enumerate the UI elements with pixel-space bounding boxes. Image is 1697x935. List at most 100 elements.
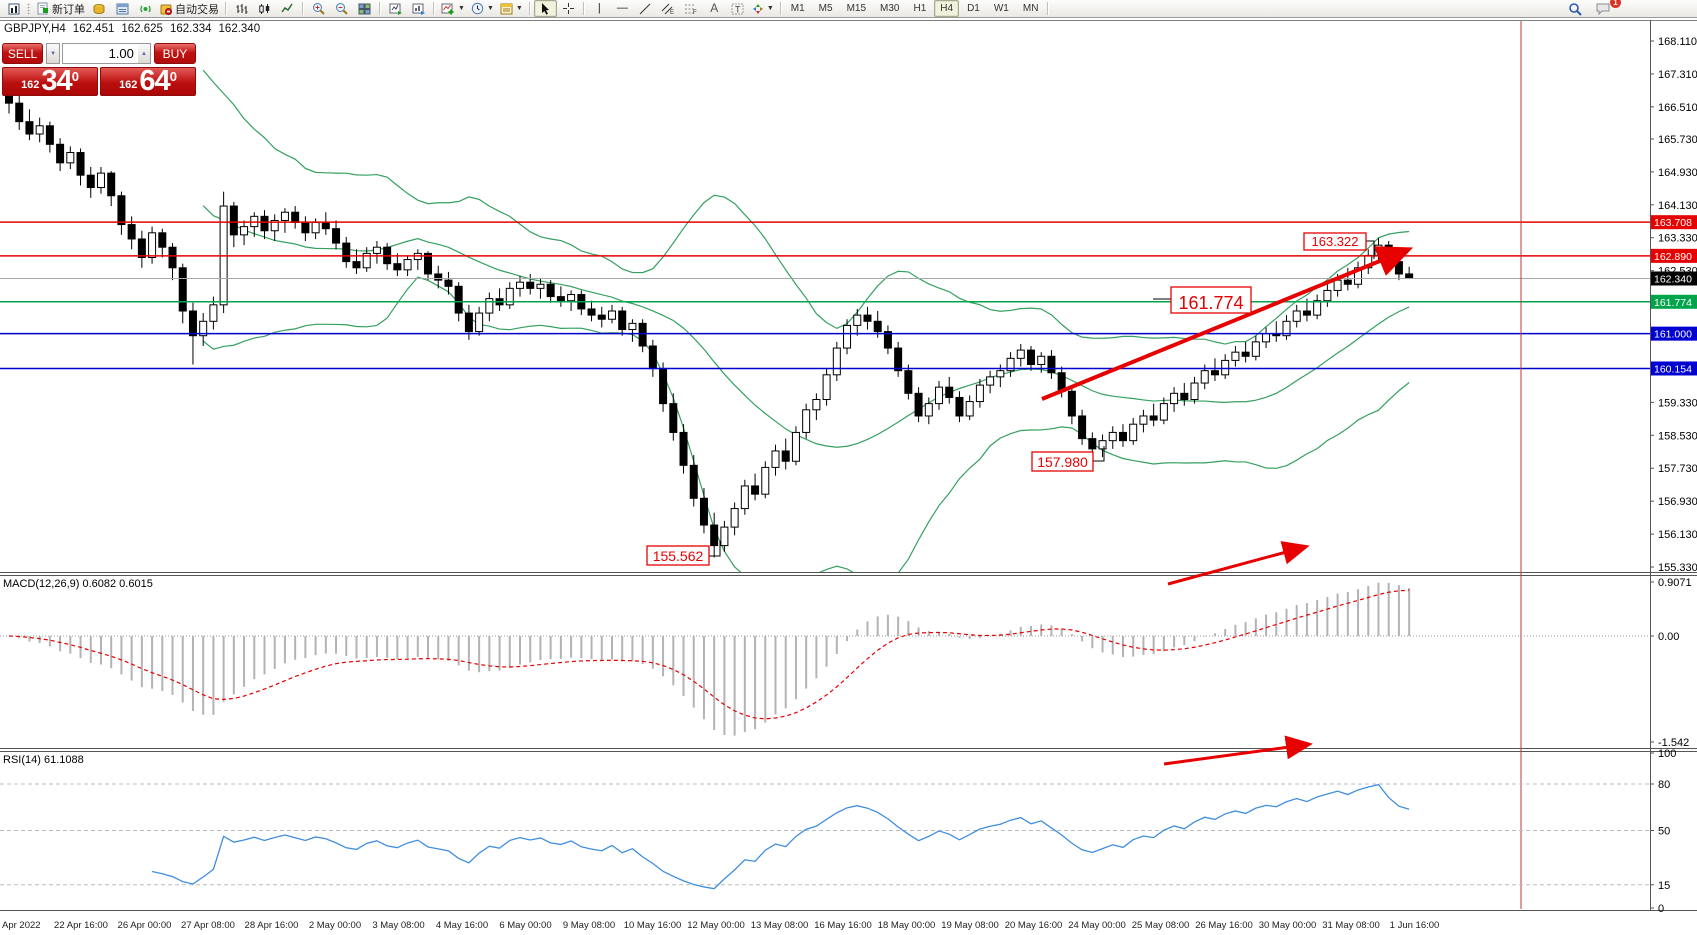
price-callout-labels[interactable]: 163.322 161.774 157.980 155.562 (646, 232, 1375, 566)
sell-price-integer: 162 (21, 79, 40, 91)
data-window-icon[interactable] (111, 0, 134, 17)
svg-text:162.340: 162.340 (1654, 273, 1692, 285)
svg-text:50: 50 (1658, 826, 1670, 838)
svg-text:155.562: 155.562 (653, 548, 704, 564)
vertical-line-tool[interactable]: | (597, 2, 601, 14)
svg-text:157.730: 157.730 (1658, 463, 1697, 475)
timeframe-mn[interactable]: MN (1022, 3, 1039, 14)
macd-axis: 0.9071 0.00 -1.542 (1650, 577, 1692, 749)
arrows-tool[interactable]: ▼ (749, 0, 777, 17)
svg-text:-1.542: -1.542 (1658, 737, 1689, 749)
zoom-out-icon[interactable] (330, 0, 353, 17)
signal-icon[interactable] (134, 0, 157, 17)
zoom-in-icon[interactable] (307, 0, 330, 17)
sell-button[interactable]: SELL (2, 43, 44, 64)
buy-price-point: 0 (169, 69, 177, 84)
macd-indicator (0, 582, 1650, 736)
volume-increase-button[interactable]: ▲ (137, 43, 151, 64)
svg-text:163.322: 163.322 (1312, 234, 1359, 249)
text-label-tool[interactable]: T (726, 0, 749, 17)
tile-windows-icon[interactable] (353, 0, 376, 17)
time-axis[interactable]: Apr 2022 22 Apr 16:00 26 Apr 00:00 27 Apr 0… (2, 920, 1439, 931)
crosshair-tool[interactable] (557, 0, 580, 17)
svg-text:20 May 16:00: 20 May 16:00 (1005, 920, 1063, 931)
candlestick-chart-icon[interactable] (253, 0, 276, 17)
bar-chart-icon[interactable] (230, 0, 253, 17)
periods-dropdown-icon[interactable]: ▼ (486, 5, 494, 12)
quote-low: 162.334 (169, 23, 212, 35)
chart-window-icon[interactable] (2, 0, 25, 17)
sell-price-display[interactable]: 162 34 0 (2, 67, 98, 96)
trend-arrow-objects[interactable] (1041, 246, 1414, 766)
svg-text:80: 80 (1658, 779, 1670, 791)
market-watch-icon[interactable] (88, 0, 111, 17)
autotrade-label: 自动交易 (175, 3, 219, 16)
svg-text:30 May 00:00: 30 May 00:00 (1259, 920, 1317, 931)
chat-icon[interactable]: 1 (1592, 0, 1621, 17)
fibonacci-tool[interactable]: F (680, 0, 703, 17)
svg-text:Apr 2022: Apr 2022 (2, 920, 41, 931)
svg-text:6 May 00:00: 6 May 00:00 (499, 920, 551, 931)
autotrade-button[interactable]: 自动交易 (157, 0, 222, 17)
price-axis[interactable]: 168.110 167.310 166.510 165.730 164.930 164.1… (1650, 36, 1697, 574)
cursor-tool[interactable] (533, 0, 557, 17)
indicators-button[interactable]: ▼ (438, 0, 468, 17)
horizontal-line-tool[interactable]: — (616, 2, 628, 14)
svg-text:19 May 08:00: 19 May 08:00 (941, 920, 999, 931)
timeframe-d1[interactable]: D1 (967, 3, 980, 14)
svg-text:161.774: 161.774 (1654, 297, 1692, 309)
templates-dropdown-icon[interactable]: ▼ (515, 5, 523, 12)
symbol-period: GBPJPY,H4 (4, 23, 66, 35)
svg-text:157.980: 157.980 (1037, 454, 1088, 470)
timeframe-m1[interactable]: M1 (790, 3, 805, 14)
new-order-button[interactable]: 新订单 (34, 0, 88, 17)
rsi-label: RSI(14) 61.1088 (3, 754, 84, 766)
svg-text:159.330: 159.330 (1658, 397, 1697, 409)
panel-borders (0, 20, 1697, 911)
search-icon[interactable] (1563, 0, 1586, 17)
svg-text:0.00: 0.00 (1658, 631, 1679, 643)
svg-text:165.730: 165.730 (1658, 134, 1697, 146)
periods-button[interactable]: ▼ (468, 0, 497, 17)
equidistant-channel-tool[interactable]: E (657, 0, 680, 17)
toolbar: 新订单 自动交易 ▼ ▼ (0, 0, 1697, 18)
buy-price-integer: 162 (119, 79, 138, 91)
svg-text:162.890: 162.890 (1654, 251, 1692, 263)
svg-text:16 May 16:00: 16 May 16:00 (814, 920, 872, 931)
svg-text:161.774: 161.774 (1178, 293, 1243, 313)
text-tool[interactable]: A (710, 1, 719, 15)
indicators-dropdown-icon[interactable]: ▼ (458, 5, 465, 12)
quote-open: 162.451 (72, 23, 115, 35)
buy-button[interactable]: BUY (153, 43, 196, 64)
arrows-dropdown-icon[interactable]: ▼ (766, 5, 774, 12)
timeframe-h4[interactable]: H4 (934, 0, 960, 17)
svg-text:26 Apr 00:00: 26 Apr 00:00 (118, 920, 172, 931)
bollinger-bands (202, 69, 1410, 572)
timeframe-w1[interactable]: W1 (993, 3, 1009, 14)
timeframe-m5[interactable]: M5 (818, 3, 833, 14)
timeframe-h1[interactable]: H1 (913, 3, 927, 14)
volume-decrease-button[interactable]: ▼ (46, 43, 61, 64)
svg-text:156.930: 156.930 (1658, 496, 1697, 508)
svg-text:1 Jun 16:00: 1 Jun 16:00 (1390, 920, 1440, 931)
timeframe-group: M1 M5 M15 M30 H1 H4 D1 W1 MN (785, 0, 1045, 17)
volume-input[interactable]: 1.00 (62, 43, 138, 64)
trendline-tool[interactable] (634, 0, 657, 17)
new-order-label: 新订单 (52, 3, 85, 16)
svg-text:24 May 00:00: 24 May 00:00 (1068, 920, 1126, 931)
new-chart-icon[interactable] (384, 0, 407, 17)
svg-text:10 May 16:00: 10 May 16:00 (624, 920, 682, 931)
line-chart-icon[interactable] (276, 0, 299, 17)
timeframe-m30[interactable]: M30 (880, 3, 900, 14)
svg-text:18 May 00:00: 18 May 00:00 (878, 920, 936, 931)
buy-price-display[interactable]: 162 64 0 (100, 67, 196, 96)
svg-text:T: T (735, 4, 741, 14)
svg-text:167.310: 167.310 (1658, 69, 1697, 81)
timeframe-m15[interactable]: M15 (846, 3, 867, 14)
sell-price-point: 0 (71, 69, 79, 84)
templates-button[interactable]: ▼ (497, 0, 526, 17)
chart-profile-icon[interactable] (407, 0, 430, 17)
toolbar-drag-handle[interactable] (27, 2, 31, 15)
